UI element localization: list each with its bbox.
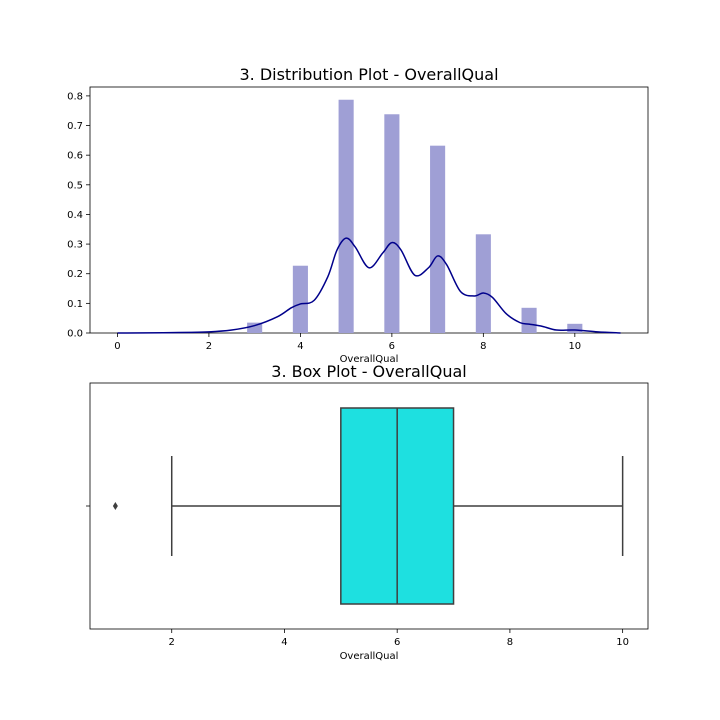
y-tick-label: 0.2: [67, 269, 83, 280]
y-tick-label: 0.3: [67, 240, 83, 251]
distribution-x-ticks: 0 2 4 6 8 10: [114, 333, 581, 352]
histogram-bar: [247, 322, 263, 333]
x-tick-label: 2: [206, 341, 212, 352]
kde-line: [117, 237, 621, 334]
distribution-plot-frame: [89, 86, 649, 334]
histogram-bar: [567, 323, 583, 333]
x-tick-label: 8: [480, 341, 486, 352]
x-tick-label: 6: [394, 637, 400, 648]
box-x-ticks: 2 4 6 8 10: [169, 629, 629, 648]
histogram-bar: [475, 234, 491, 333]
distribution-y-ticks: 0.0 0.1 0.2 0.3 0.4 0.5 0.6 0.7 0.8: [67, 91, 90, 340]
distribution-bars: [247, 99, 583, 334]
y-tick-label: 0.0: [67, 329, 83, 340]
y-tick-label: 0.1: [67, 299, 83, 310]
x-tick-label: 0: [114, 341, 120, 352]
distribution-x-axis-label: OverallQual: [340, 354, 399, 365]
y-tick-label: 0.4: [67, 210, 83, 221]
x-tick-label: 2: [169, 637, 175, 648]
histogram-bar: [384, 114, 400, 333]
histogram-bar: [338, 99, 354, 334]
x-tick-label: 4: [281, 637, 287, 648]
x-tick-label: 6: [389, 341, 395, 352]
distribution-plot: 3. Distribution Plot - OverallQual 0 2 4 6 8…: [67, 65, 649, 365]
box-elements: [112, 407, 624, 605]
x-tick-label: 10: [568, 341, 581, 352]
box-plot-title: 3. Box Plot - OverallQual: [271, 362, 466, 381]
x-tick-label: 4: [297, 341, 303, 352]
histogram-bar: [430, 145, 446, 333]
y-tick-label: 0.7: [67, 121, 83, 132]
x-tick-label: 10: [616, 637, 629, 648]
y-tick-label: 0.5: [67, 180, 83, 191]
box-x-axis-label: OverallQual: [340, 651, 399, 662]
box-plot: 3. Box Plot - OverallQual 2 4 6 8 10 Overall…: [86, 362, 649, 662]
distribution-plot-title: 3. Distribution Plot - OverallQual: [239, 65, 498, 84]
y-tick-label: 0.6: [67, 151, 83, 162]
x-tick-label: 8: [507, 637, 513, 648]
histogram-bar: [292, 265, 308, 333]
outlier-point: [112, 502, 118, 510]
histogram-bar: [521, 307, 537, 333]
y-tick-label: 0.8: [67, 91, 83, 102]
distribution-kde: [117, 237, 621, 334]
